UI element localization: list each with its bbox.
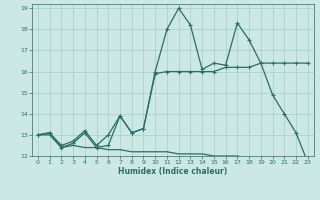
X-axis label: Humidex (Indice chaleur): Humidex (Indice chaleur) [118,167,228,176]
